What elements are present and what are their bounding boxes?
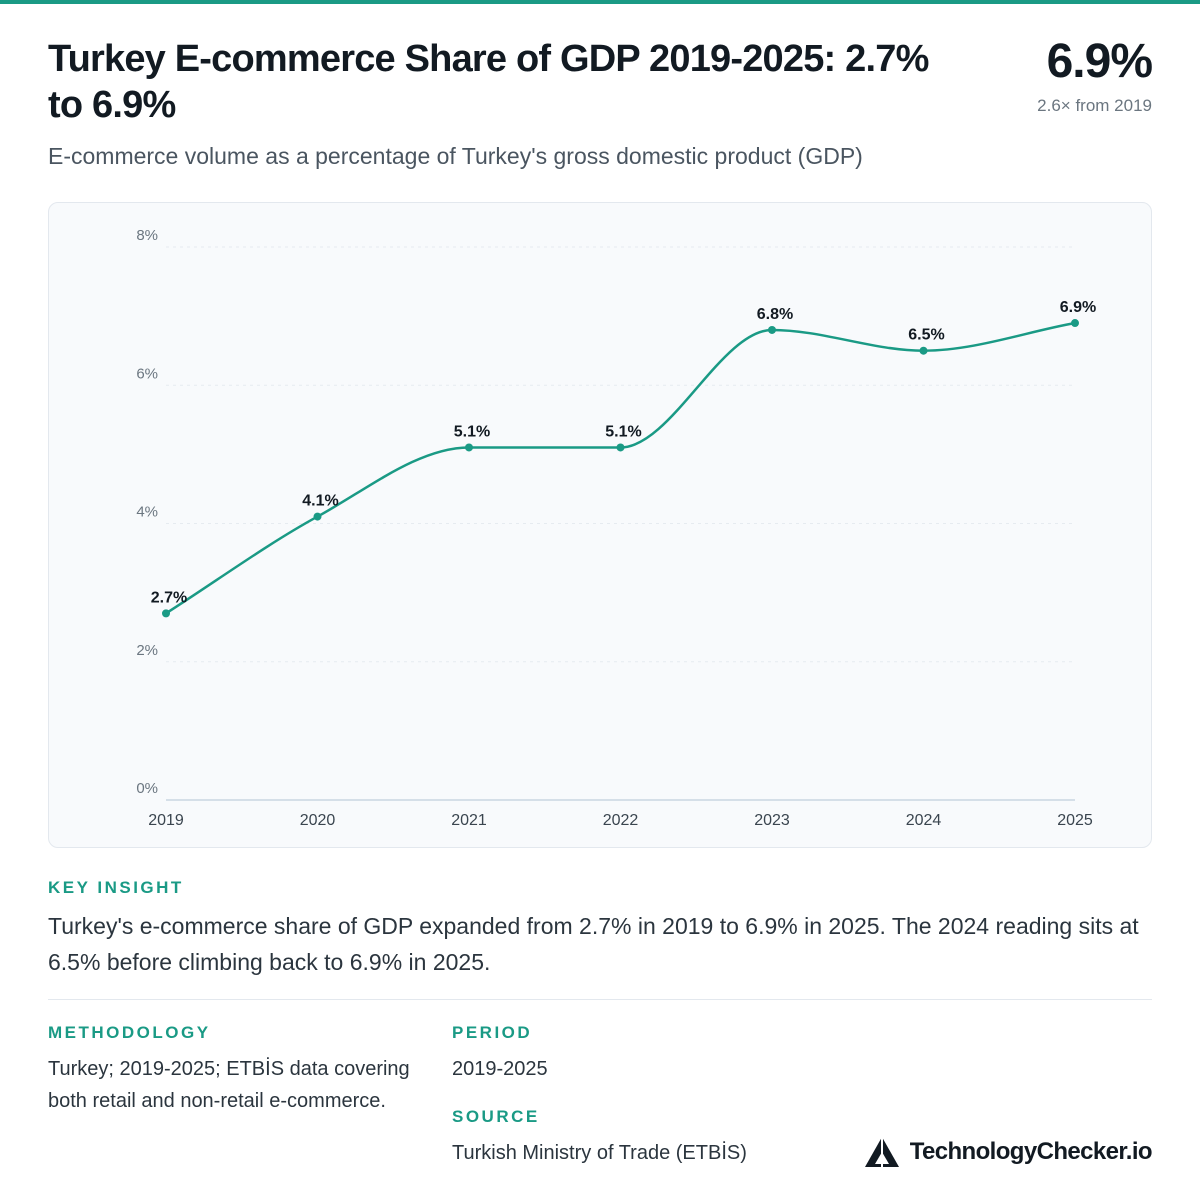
data-point xyxy=(162,609,170,618)
y-tick-label: 6% xyxy=(136,365,158,382)
key-insight-label: KEY INSIGHT xyxy=(48,878,184,897)
brand-name: TechnologyChecker.io xyxy=(909,1138,1153,1165)
data-label: 5.1% xyxy=(454,423,490,440)
brand-logo: TechnologyChecker.io xyxy=(864,1136,1153,1168)
data-point xyxy=(1071,319,1079,328)
x-tick-label: 2022 xyxy=(603,812,639,829)
methodology-text: Turkey; 2019-2025; ETBİS data covering b… xyxy=(48,1058,410,1112)
x-tick-label: 2024 xyxy=(906,812,942,829)
methodology-label: METHODOLOGY xyxy=(48,1023,211,1042)
data-point xyxy=(465,443,473,452)
headline-kpi-value: 6.9% xyxy=(1046,35,1153,88)
triangle-logo-icon xyxy=(864,1137,899,1167)
data-point xyxy=(313,512,322,521)
page-subtitle: E-commerce volume as a percentage of Tur… xyxy=(48,143,863,169)
chart-card: 0% 2% 4% 6% 8% 2019 2020 2021 2022 2023 2024 2025 … xyxy=(48,202,1152,848)
page-title: Turkey E-commerce Share of GDP 2019-2025… xyxy=(48,38,929,126)
y-tick-label: 0% xyxy=(136,780,158,797)
key-insight-text: Turkey's e-commerce share of GDP expande… xyxy=(48,913,1139,975)
line-chart: 0%2%4%6%8% 2019 2020 2021 2022 2023 2024 2025 … xyxy=(136,227,1096,829)
period-text: 2019-2025 xyxy=(452,1058,548,1080)
data-label: 4.1% xyxy=(302,493,338,510)
y-tick-label: 4% xyxy=(136,504,158,521)
y-tick-label: 8% xyxy=(136,227,158,244)
data-label: 6.9% xyxy=(1060,299,1096,316)
y-tick-label: 2% xyxy=(136,642,158,659)
data-label: 2.7% xyxy=(151,589,187,606)
data-label: 5.1% xyxy=(605,423,641,440)
data-label: 6.5% xyxy=(908,327,944,344)
headline-kpi-note: 2.6× from 2019 xyxy=(1037,96,1152,115)
x-tick-label: 2021 xyxy=(451,812,487,829)
section-divider xyxy=(48,999,1152,1000)
data-point xyxy=(616,443,625,452)
x-tick-label: 2025 xyxy=(1057,812,1093,829)
series-line xyxy=(164,321,1077,615)
data-label: 6.8% xyxy=(757,306,793,323)
data-point xyxy=(919,346,928,355)
x-tick-label: 2019 xyxy=(148,812,184,829)
source-text: Turkish Ministry of Trade (ETBİS) xyxy=(452,1142,747,1164)
top-accent-bar xyxy=(0,0,1200,4)
period-label: PERIOD xyxy=(452,1023,533,1042)
source-label: SOURCE xyxy=(452,1107,540,1126)
data-point xyxy=(768,325,776,334)
x-tick-label: 2020 xyxy=(300,812,336,829)
x-tick-label: 2023 xyxy=(754,812,790,829)
